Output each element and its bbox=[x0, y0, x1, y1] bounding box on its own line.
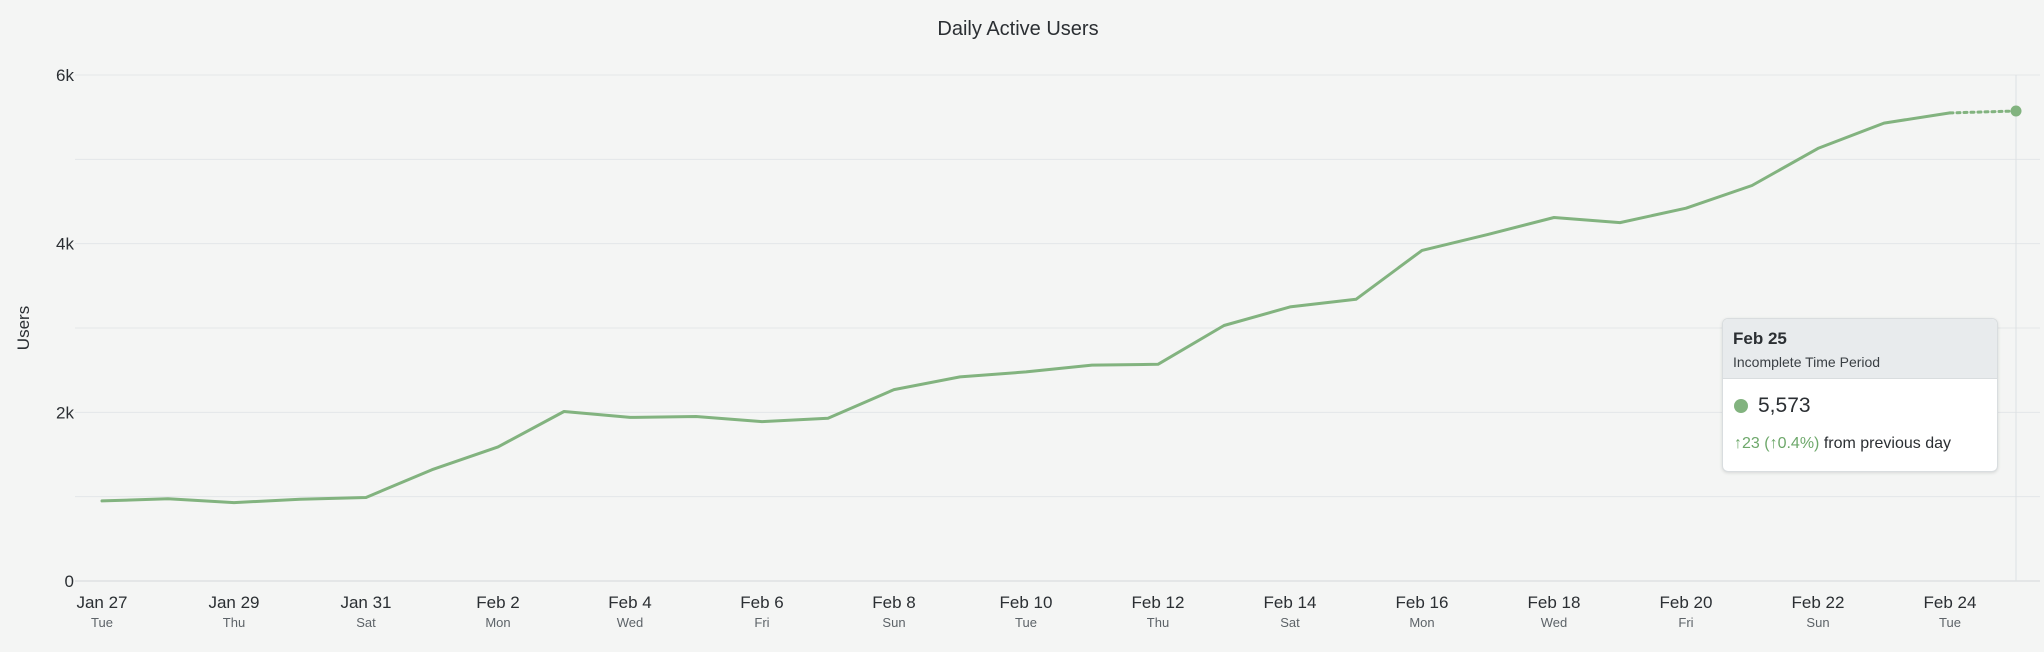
x-tick-label: Feb 2 bbox=[476, 593, 519, 612]
x-tick-label: Jan 31 bbox=[340, 593, 391, 612]
series-dot-icon bbox=[1734, 399, 1748, 413]
highlight-point bbox=[2010, 105, 2022, 117]
tooltip-value-row: 5,573 bbox=[1734, 391, 1985, 421]
x-tick-label: Feb 24 bbox=[1924, 593, 1977, 612]
tooltip-change-row: ↑23 (↑0.4%) from previous day bbox=[1734, 435, 1985, 453]
x-tick-sublabel: Sun bbox=[1806, 615, 1829, 630]
x-tick-label: Feb 8 bbox=[872, 593, 915, 612]
tooltip-change-suffix: from previous day bbox=[1819, 435, 1951, 452]
x-tick-sublabel: Fri bbox=[754, 615, 769, 630]
y-tick-label: 2k bbox=[56, 403, 74, 422]
x-tick-sublabel: Wed bbox=[1541, 615, 1568, 630]
x-tick-label: Feb 22 bbox=[1792, 593, 1845, 612]
x-tick-sublabel: Sat bbox=[1280, 615, 1300, 630]
x-tick-sublabel: Mon bbox=[1409, 615, 1434, 630]
x-tick-label: Feb 18 bbox=[1528, 593, 1581, 612]
tooltip-subtitle: Incomplete Time Period bbox=[1733, 354, 1881, 370]
x-tick-label: Feb 10 bbox=[1000, 593, 1053, 612]
x-tick-sublabel: Wed bbox=[617, 615, 644, 630]
x-tick-label: Jan 29 bbox=[208, 593, 259, 612]
x-tick-sublabel: Mon bbox=[485, 615, 510, 630]
tooltip-value: 5,573 bbox=[1758, 394, 1811, 417]
x-tick-sublabel: Tue bbox=[1015, 615, 1037, 630]
x-tick-sublabel: Fri bbox=[1678, 615, 1693, 630]
series-line bbox=[100, 111, 1952, 505]
tooltip-header: Feb 25 Incomplete Time Period bbox=[1723, 319, 1997, 379]
x-tick-sublabel: Sat bbox=[356, 615, 376, 630]
data-tooltip: Feb 25 Incomplete Time Period 5,573 ↑23 … bbox=[1722, 318, 1998, 472]
x-tick-sublabel: Thu bbox=[223, 615, 245, 630]
x-tick-sublabel: Tue bbox=[91, 615, 113, 630]
x-tick-sublabel: Thu bbox=[1147, 615, 1169, 630]
tooltip-change: ↑23 (↑0.4%) bbox=[1734, 435, 1820, 452]
x-axis-ticks: Jan 27 Tue Jan 29 Thu Jan 31 Sat Feb 2 Mon Feb 4… bbox=[76, 593, 1976, 630]
x-tick-label: Feb 12 bbox=[1132, 593, 1185, 612]
y-tick-label: 6k bbox=[56, 66, 74, 85]
tooltip-date: Feb 25 bbox=[1733, 329, 1787, 348]
x-tick-sublabel: Tue bbox=[1939, 615, 1961, 630]
x-tick-label: Feb 6 bbox=[740, 593, 783, 612]
x-tick-sublabel: Sun bbox=[882, 615, 905, 630]
y-tick-label: 4k bbox=[56, 235, 74, 254]
y-axis-ticks: 0 2k 4k 6k bbox=[56, 66, 74, 591]
x-tick-label: Feb 20 bbox=[1660, 593, 1713, 612]
y-axis-label: Users bbox=[14, 306, 33, 350]
x-tick-label: Feb 16 bbox=[1396, 593, 1449, 612]
x-tick-label: Jan 27 bbox=[76, 593, 127, 612]
x-tick-label: Feb 14 bbox=[1264, 593, 1317, 612]
y-tick-label: 0 bbox=[65, 572, 74, 591]
series-line-incomplete bbox=[1948, 109, 2018, 115]
tooltip-body: 5,573 ↑23 (↑0.4%) from previous day bbox=[1723, 379, 1997, 453]
x-tick-label: Feb 4 bbox=[608, 593, 651, 612]
series-users bbox=[100, 105, 2022, 505]
chart-title: Daily Active Users bbox=[937, 18, 1098, 40]
grid bbox=[75, 74, 2040, 498]
